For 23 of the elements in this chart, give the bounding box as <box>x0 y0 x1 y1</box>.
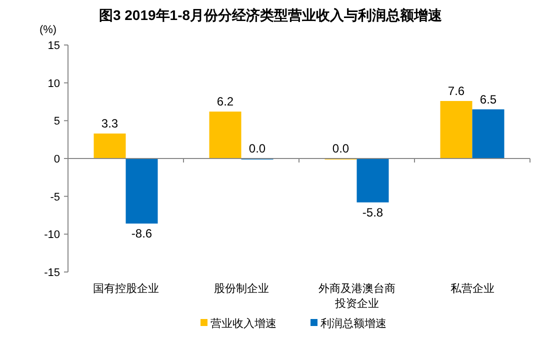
data-label: 6.2 <box>216 94 234 109</box>
x-tick-label: 外商及港澳台商投资企业 <box>318 282 396 310</box>
data-label: 7.6 <box>448 84 465 98</box>
legend-label: 营业收入增速 <box>210 317 276 330</box>
y-tick-label: -5 <box>50 191 60 204</box>
data-label: 6.5 <box>480 92 497 106</box>
y-tick-label: 5 <box>54 116 60 128</box>
x-tick-label: 私营企业 <box>450 282 494 295</box>
data-label: 0.0 <box>332 142 350 156</box>
data-label: -8.6 <box>131 226 152 241</box>
y-axis-title: (%) <box>39 24 57 36</box>
data-label: 3.3 <box>101 116 118 131</box>
y-tick-label: -10 <box>44 229 60 242</box>
y-tick-label: 10 <box>48 78 60 90</box>
x-tick-label: 股份制企业 <box>214 282 269 295</box>
legend-label: 利润总额增速 <box>320 317 386 330</box>
x-tick-label: 国有控股企业 <box>92 282 159 295</box>
y-tick-label: -15 <box>44 267 60 279</box>
chart-title: 图3 2019年1-8月份分经济类型营业收入与利润总额增速 <box>98 7 444 23</box>
data-label: -5.8 <box>362 205 384 220</box>
y-tick-label: 15 <box>48 40 60 52</box>
y-tick-label: 0 <box>54 154 60 166</box>
data-label: 0.0 <box>248 142 266 156</box>
